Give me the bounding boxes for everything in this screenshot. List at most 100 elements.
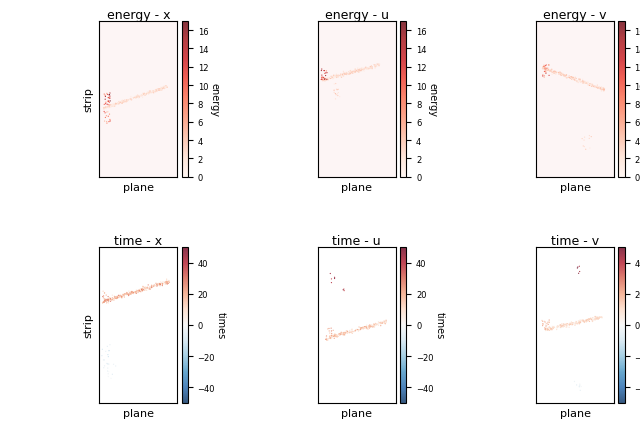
- Point: [162, 84, 172, 91]
- Point: [364, 323, 374, 330]
- Point: [136, 93, 146, 100]
- Point: [326, 276, 337, 283]
- Point: [554, 70, 564, 77]
- Point: [575, 320, 585, 327]
- Point: [337, 72, 347, 79]
- Point: [590, 313, 600, 320]
- Point: [145, 285, 155, 292]
- Point: [99, 293, 109, 300]
- Point: [138, 286, 148, 293]
- Point: [336, 329, 346, 336]
- Point: [157, 282, 168, 289]
- Point: [543, 326, 553, 333]
- Point: [323, 77, 333, 84]
- Point: [365, 64, 375, 71]
- Point: [137, 92, 147, 99]
- Point: [555, 321, 565, 328]
- Point: [557, 71, 568, 78]
- Point: [558, 72, 568, 79]
- Point: [115, 292, 125, 299]
- Point: [131, 289, 141, 296]
- Point: [364, 65, 374, 72]
- Point: [586, 82, 596, 89]
- Point: [162, 279, 172, 286]
- Point: [381, 318, 392, 325]
- Point: [595, 86, 605, 93]
- Point: [362, 66, 372, 73]
- Point: [547, 70, 557, 77]
- Point: [318, 78, 328, 85]
- Point: [132, 289, 143, 296]
- Point: [346, 327, 356, 334]
- Point: [122, 97, 132, 104]
- Point: [334, 73, 344, 80]
- Point: [561, 72, 572, 79]
- Point: [543, 66, 553, 73]
- Point: [105, 104, 115, 111]
- Point: [547, 325, 557, 332]
- Point: [546, 326, 556, 333]
- Point: [556, 72, 566, 79]
- Point: [328, 75, 339, 82]
- Point: [372, 64, 382, 71]
- Point: [575, 387, 586, 394]
- Point: [102, 296, 113, 303]
- Point: [543, 62, 554, 69]
- Point: [144, 88, 154, 95]
- Point: [105, 102, 115, 109]
- Point: [159, 85, 169, 92]
- Point: [591, 85, 601, 92]
- Point: [159, 85, 170, 92]
- Point: [559, 72, 570, 79]
- Point: [568, 76, 578, 83]
- Point: [545, 326, 556, 333]
- Point: [150, 88, 160, 95]
- Point: [325, 334, 335, 341]
- Point: [559, 73, 569, 80]
- Point: [583, 317, 593, 324]
- Point: [567, 321, 577, 328]
- Point: [100, 105, 111, 112]
- Point: [572, 78, 582, 85]
- Point: [355, 68, 365, 75]
- Point: [573, 80, 583, 87]
- Point: [104, 296, 114, 303]
- Point: [99, 299, 109, 306]
- Point: [557, 321, 567, 328]
- Point: [586, 134, 596, 141]
- Point: [365, 324, 375, 331]
- Point: [122, 98, 132, 105]
- Point: [363, 67, 373, 74]
- Point: [550, 69, 561, 76]
- Point: [99, 105, 109, 112]
- Point: [577, 79, 588, 86]
- Point: [148, 283, 159, 290]
- Point: [126, 94, 136, 101]
- Point: [594, 314, 604, 321]
- Point: [575, 79, 585, 86]
- Point: [101, 297, 111, 304]
- Point: [319, 68, 330, 75]
- Point: [572, 79, 582, 86]
- Point: [326, 332, 336, 339]
- Point: [324, 333, 335, 340]
- Point: [330, 74, 340, 81]
- Point: [122, 291, 132, 298]
- Point: [119, 99, 129, 106]
- Point: [140, 284, 150, 291]
- Point: [579, 79, 589, 86]
- Point: [138, 286, 148, 293]
- Point: [335, 73, 346, 80]
- Point: [356, 325, 366, 332]
- Point: [358, 325, 369, 332]
- Point: [118, 99, 128, 106]
- Point: [582, 81, 592, 88]
- Point: [333, 73, 343, 80]
- Point: [355, 324, 365, 331]
- Point: [156, 281, 166, 288]
- Point: [108, 297, 118, 304]
- Point: [372, 62, 383, 69]
- Point: [152, 86, 163, 93]
- Point: [152, 88, 162, 95]
- Point: [140, 92, 150, 99]
